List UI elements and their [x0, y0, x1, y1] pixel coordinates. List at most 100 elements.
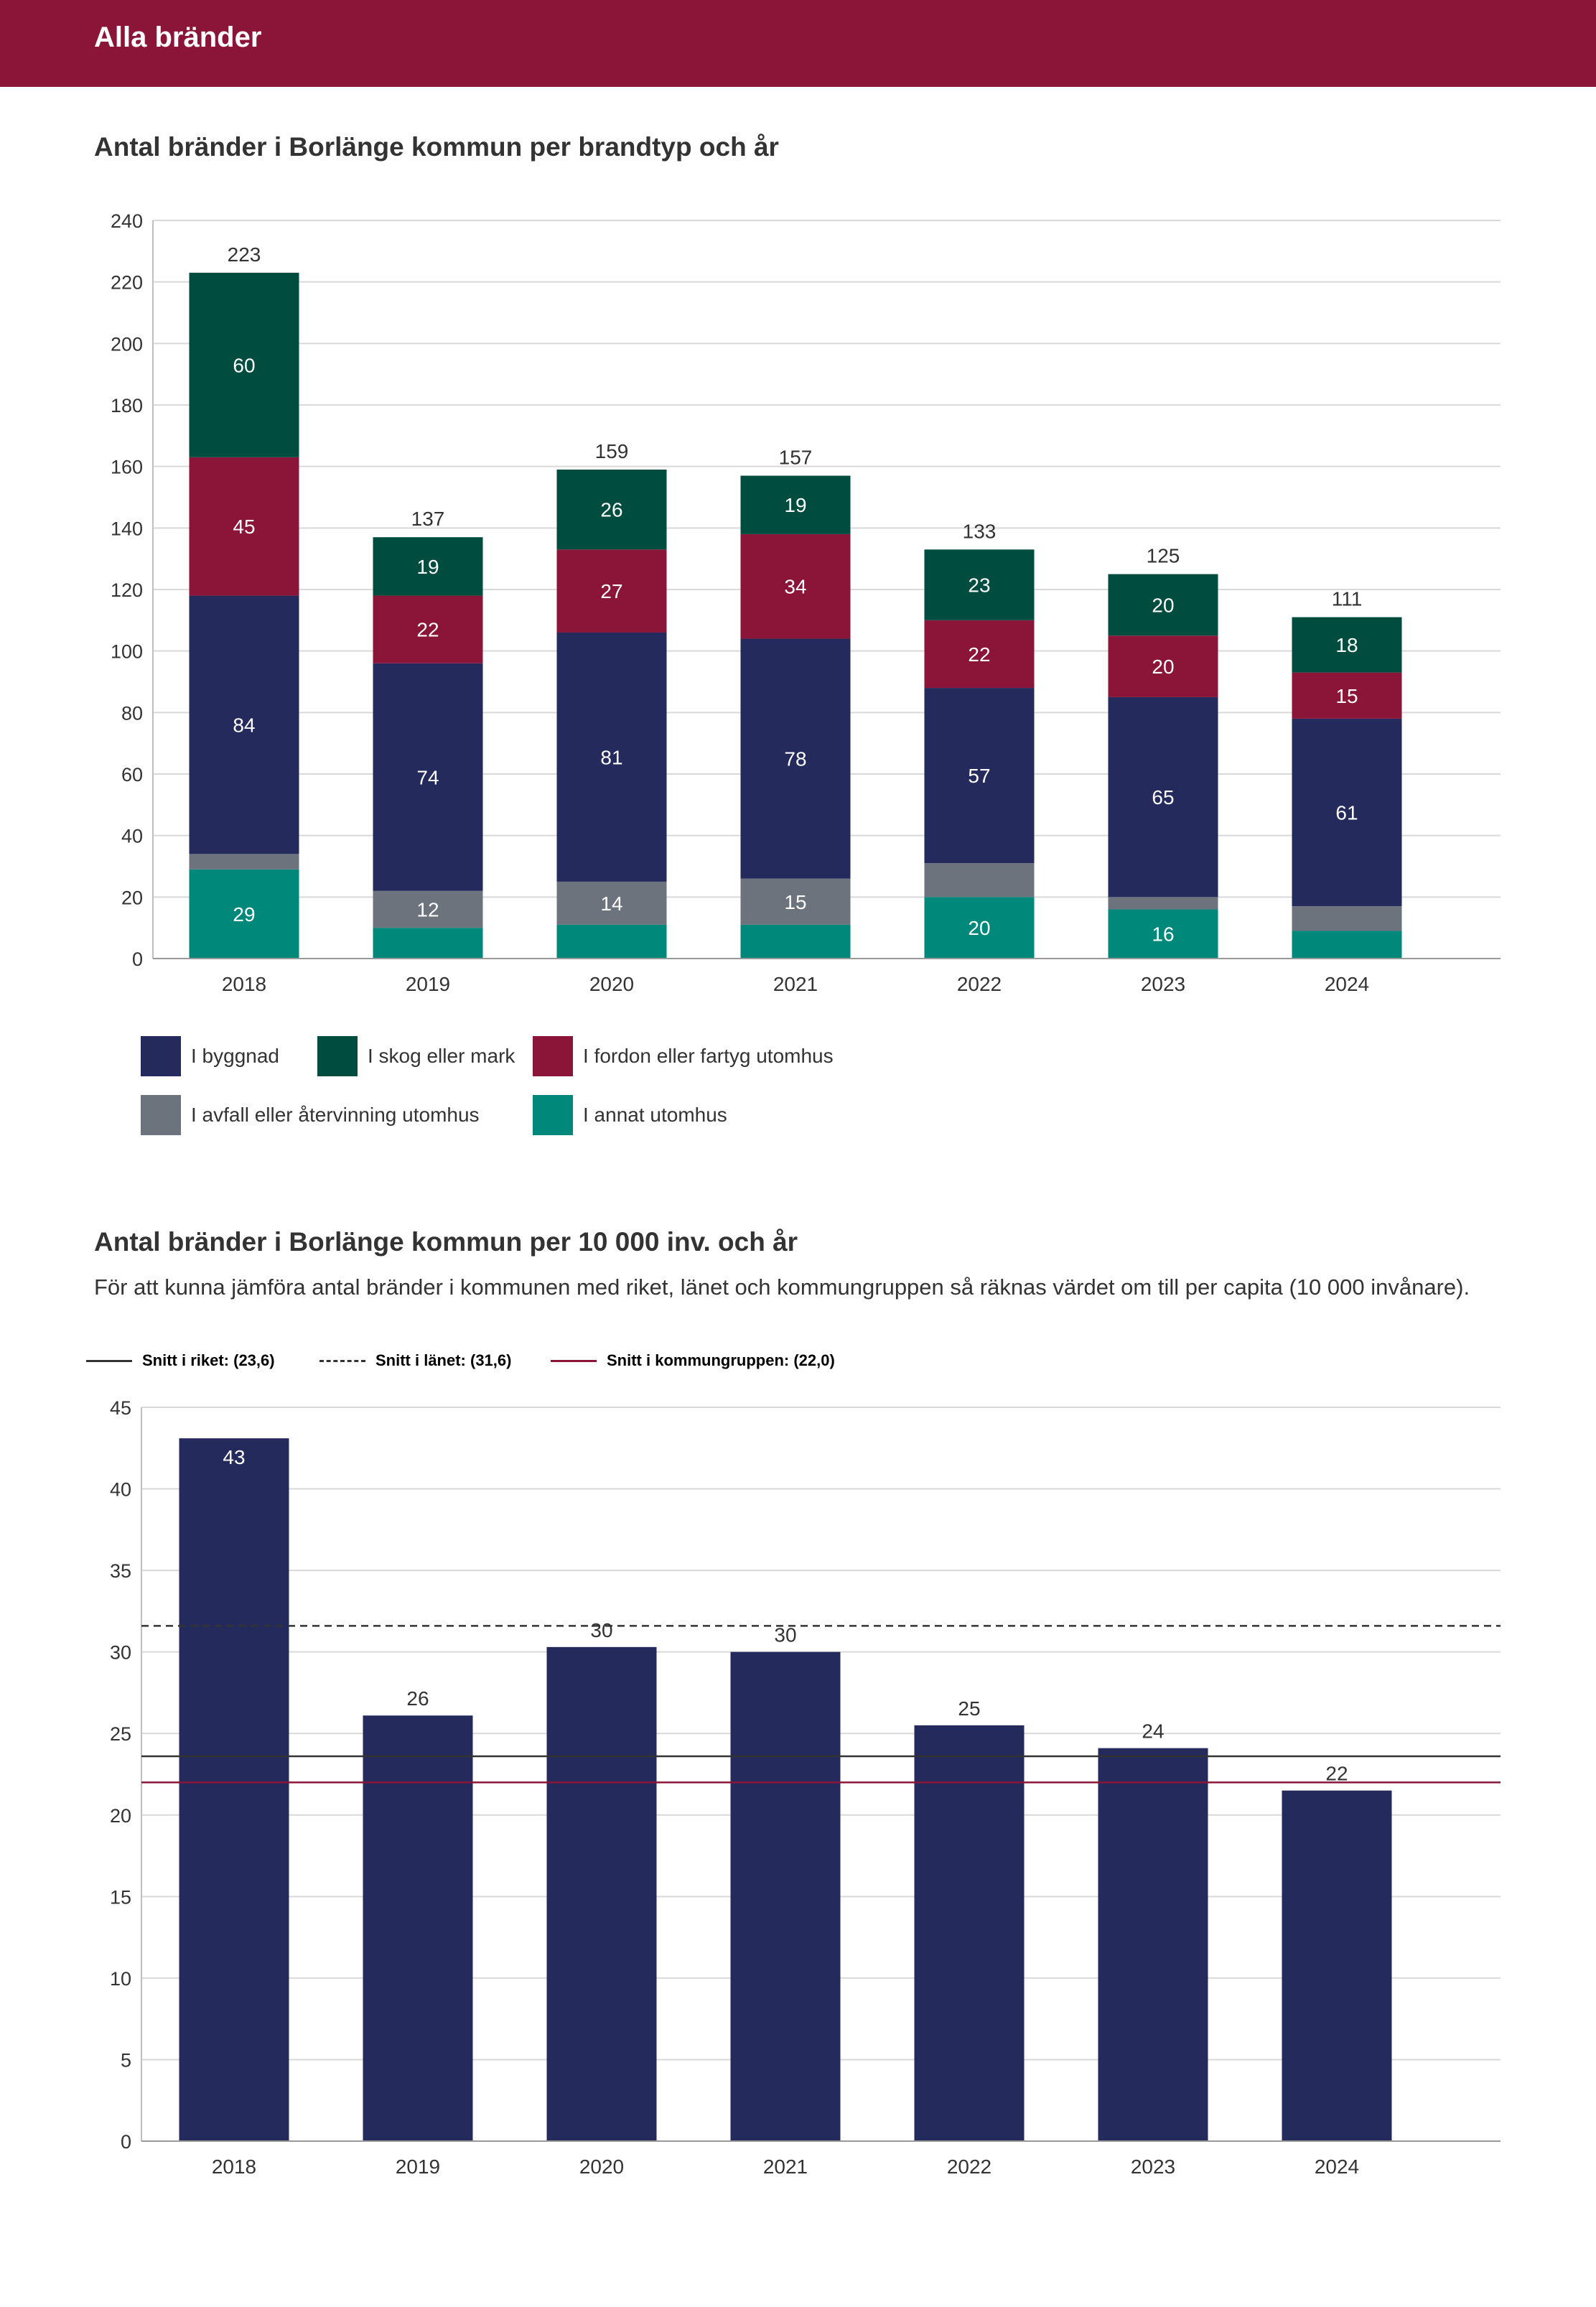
legend-label-annat: I annat utomhus: [583, 1104, 727, 1126]
bar-segment: [189, 869, 299, 959]
legend-swatch-avfall: [141, 1095, 181, 1135]
y-tick-label: 80: [121, 702, 143, 724]
segment-value-label: 45: [233, 516, 255, 538]
segment-value-label: 81: [600, 746, 622, 768]
bar-segment: [740, 924, 851, 959]
legend-item-fordon: I fordon eller fartyg utomhus: [533, 1036, 834, 1076]
segment-value-label: 26: [600, 499, 622, 521]
legend-item-avfall: I avfall eller återvinning utomhus: [141, 1095, 480, 1135]
bar-segment: [740, 638, 851, 879]
y-tick-label: 160: [111, 457, 143, 478]
bar-total-label: 133: [963, 520, 997, 542]
segment-value-label: 20: [1152, 656, 1174, 678]
bar-segment: [556, 632, 667, 882]
y-tick-label: 0: [121, 2131, 131, 2153]
legend-item-byggnad: I byggnad: [141, 1036, 279, 1076]
legend-swatch-fordon: [533, 1036, 573, 1076]
bar-segment: [373, 928, 483, 959]
bar-total-label: 159: [595, 440, 629, 462]
bar-segment: [373, 890, 483, 928]
segment-value-label: 15: [784, 891, 806, 913]
segment-value-label: 23: [968, 574, 990, 597]
bar-segment: [1108, 909, 1218, 959]
segment-value-label: 78: [784, 748, 806, 770]
bar-segment: [556, 924, 667, 959]
x-tick-label: 2023: [1131, 2155, 1175, 2178]
bar-segment: [1292, 931, 1402, 959]
segment-value-label: 65: [1152, 786, 1174, 808]
bar: [179, 1438, 289, 2141]
bar-segment: [373, 537, 483, 596]
bar-segment: [740, 475, 851, 534]
y-tick-label: 35: [110, 1560, 131, 1582]
bar-segment: [1292, 617, 1402, 673]
ref-legend-riket: Snitt i riket: (23,6): [86, 1351, 275, 1370]
segment-value-label: 16: [1152, 923, 1174, 946]
segment-value-label: 15: [1335, 685, 1358, 707]
segment-value-label: 60: [233, 354, 255, 376]
bar-total-label: 137: [411, 508, 445, 530]
bar-total-label: 223: [228, 243, 261, 266]
y-tick-label: 30: [110, 1642, 131, 1664]
x-tick-label: 2019: [406, 973, 450, 995]
legend-label-avfall: I avfall eller återvinning utomhus: [191, 1104, 480, 1126]
bar-segment: [1108, 696, 1218, 898]
bar-value-label: 22: [1325, 1763, 1348, 1785]
legend-swatch-annat: [533, 1095, 573, 1135]
bar-segment: [373, 595, 483, 663]
y-tick-label: 240: [111, 210, 143, 232]
ref-legend-line-lanet: [319, 1359, 365, 1362]
bar-value-label: 24: [1142, 1720, 1164, 1743]
y-tick-label: 0: [132, 949, 143, 970]
bar-value-label: 25: [958, 1697, 980, 1720]
ref-legend-line-riket: [86, 1359, 132, 1362]
page-title: Alla bränder: [94, 22, 262, 53]
x-tick-label: 2020: [589, 973, 634, 995]
bar: [546, 1646, 657, 2141]
bar-segment: [189, 595, 299, 854]
bar-segment: [1108, 574, 1218, 636]
segment-value-label: 74: [416, 766, 439, 788]
x-tick-label: 2023: [1141, 973, 1185, 995]
segment-value-label: 57: [968, 765, 990, 787]
segment-value-label: 18: [1335, 634, 1358, 656]
bar-value-label: 30: [590, 1619, 612, 1641]
chart1-stacked-bar-chart: 0 20 40 60 80 100 120 140 160 180 200 220 240 29 84 45 6…: [111, 210, 1501, 995]
legend-item-skog: I skog eller mark: [317, 1036, 515, 1076]
chart2-bar-chart: 0 5 10 15 20 25 30 35 40 45 43 2018 26 2019 30 2020 30 20…: [110, 1397, 1501, 2178]
y-tick-label: 5: [121, 2049, 131, 2071]
segment-value-label: 27: [600, 580, 622, 602]
segment-value-label: 12: [416, 898, 439, 921]
bar-segment: [740, 533, 851, 639]
segment-value-label: 19: [416, 556, 439, 578]
x-tick-label: 2021: [773, 973, 818, 995]
bar-total-label: 111: [1332, 588, 1363, 610]
x-tick-label: 2018: [212, 2155, 256, 2178]
bar: [730, 1651, 841, 2141]
bar-total-label: 157: [779, 447, 813, 469]
y-tick-label: 20: [121, 887, 143, 908]
y-tick-label: 10: [110, 1968, 131, 1990]
chart2-subtitle: För att kunna jämföra antal bränder i ko…: [94, 1274, 1470, 1300]
bar-segment: [189, 272, 299, 457]
x-tick-label: 2022: [957, 973, 1002, 995]
bar-segment: [556, 549, 667, 633]
legend-item-annat: I annat utomhus: [533, 1095, 727, 1135]
y-tick-label: 200: [111, 333, 143, 355]
segment-value-label: 61: [1335, 802, 1358, 824]
x-tick-label: 2022: [947, 2155, 991, 2178]
y-tick-label: 100: [111, 641, 143, 663]
header-bar: Alla bränder: [0, 0, 1596, 87]
y-tick-label: 20: [110, 1805, 131, 1827]
bar-segment: [1108, 635, 1218, 697]
y-tick-label: 120: [111, 579, 143, 601]
bar-segment: [924, 688, 1035, 864]
bar-segment: [556, 881, 667, 925]
ref-legend-label-kommungrupp: Snitt i kommungruppen: (22,0): [607, 1351, 835, 1369]
y-tick-label: 45: [110, 1397, 131, 1419]
bar-segment: [1292, 672, 1402, 719]
chart1-title: Antal bränder i Borlänge kommun per bran…: [94, 132, 779, 162]
x-tick-label: 2024: [1315, 2155, 1359, 2178]
ref-legend-line-kommungrupp: [551, 1359, 597, 1362]
bar-segment: [1292, 906, 1402, 931]
